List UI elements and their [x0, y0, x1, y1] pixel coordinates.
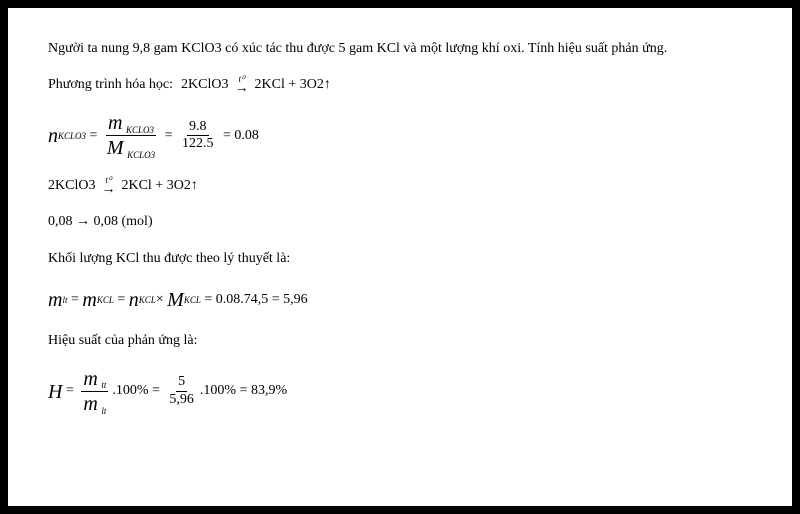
- frac-num: 9.8 122.5: [180, 119, 216, 154]
- equals: =: [161, 125, 176, 147]
- yield-label-text: Hiệu suất của phản ứng là:: [48, 333, 198, 348]
- equals: =: [86, 125, 101, 147]
- problem-text: Người ta nung 9,8 gam KClO3 có xúc tác t…: [48, 41, 667, 56]
- eq1-lhs: 2KClO3: [181, 74, 228, 96]
- eq1-rhs2: 3O2↑: [300, 74, 331, 96]
- Mkcl-var: M: [167, 284, 184, 316]
- pct: .100%: [112, 380, 148, 402]
- nkcl-sub: KCL: [139, 293, 156, 307]
- frac-mM: m KCLO3 M KCLO3: [105, 111, 157, 161]
- nkcl-var: n: [129, 284, 139, 316]
- times: ×: [156, 289, 167, 311]
- equals: =: [236, 380, 251, 402]
- frac-num2: 5 5,96: [167, 374, 196, 409]
- M-var: M: [107, 137, 124, 159]
- mol-mapping: 0,08 → 0,08 (mol): [48, 211, 752, 233]
- mass-calc-expr: 0.08.74,5: [216, 289, 269, 311]
- mkcl-var: m: [82, 284, 96, 316]
- pct2: .100%: [200, 380, 236, 402]
- mkcl-sub: KCL: [97, 293, 114, 307]
- arrow-over-1: t⁰ →: [235, 75, 249, 96]
- H-var: H: [48, 376, 62, 408]
- eq1-rhs1: 2KCl: [255, 74, 285, 96]
- yield-num: 5: [176, 374, 187, 392]
- yield-label: Hiệu suất của phản ứng là:: [48, 330, 752, 352]
- plus: +: [285, 74, 300, 96]
- equation-label: Phương trình hóa học:: [48, 74, 173, 96]
- eq2-rhs1: 2KCl: [121, 175, 151, 197]
- equals: =: [268, 289, 283, 311]
- mh-sub: lt: [62, 293, 67, 307]
- document-page: Người ta nung 9,8 gam KClO3 có xúc tác t…: [0, 0, 800, 514]
- m-sub: KCLO3: [126, 125, 154, 135]
- mass-value: 9.8: [187, 119, 209, 137]
- arrow-over-2: t⁰ →: [101, 176, 115, 197]
- equation-line-1: Phương trình hóa học: 2KClO3 t⁰ → 2KCl +…: [48, 74, 752, 96]
- yield-calc: H = m tt m lt .100% = 5 5,96 .100% = 83,…: [48, 367, 752, 417]
- frac-mttmh: m tt m lt: [81, 367, 108, 417]
- mass-result: 5,96: [283, 289, 308, 311]
- problem-statement: Người ta nung 9,8 gam KClO3 có xúc tác t…: [48, 38, 752, 60]
- n-sub: KCLO3: [58, 129, 86, 143]
- moles-calc: n KCLO3 = m KCLO3 M KCLO3 = 9.8 122.5 = …: [48, 111, 752, 161]
- eq2-lhs: 2KClO3: [48, 175, 95, 197]
- mass-theory-label: Khối lượng KCl thu được theo lý thuyết l…: [48, 248, 752, 270]
- equals: =: [114, 289, 129, 311]
- mh-var: m: [48, 284, 62, 316]
- mh-sub: lt: [101, 406, 106, 416]
- equation-line-2: 2KClO3 t⁰ → 2KCl + 3O2↑: [48, 175, 752, 197]
- M-sub: KCLO3: [127, 150, 155, 160]
- mh-var: m: [83, 393, 97, 415]
- equals: =: [67, 289, 82, 311]
- mtt-var: m: [83, 368, 97, 390]
- moles-result: 0.08: [234, 125, 259, 147]
- yield-den: 5,96: [167, 392, 196, 409]
- arrow-icon: →: [101, 183, 115, 197]
- mol-map-text: 0,08 → 0,08 (mol): [48, 214, 153, 229]
- equals: =: [62, 380, 77, 402]
- mass-calc: m lt = m KCL = n KCL × M KCL = 0.08.74,5…: [48, 284, 752, 316]
- n-var: n: [48, 120, 58, 152]
- mass-label-text: Khối lượng KCl thu được theo lý thuyết l…: [48, 251, 290, 266]
- arrow-icon: →: [235, 82, 249, 96]
- mtt-sub: tt: [101, 380, 106, 390]
- molar-value: 122.5: [180, 136, 216, 153]
- m-var: m: [108, 112, 122, 134]
- equals: =: [201, 289, 216, 311]
- eq2-rhs2: 3O2↑: [167, 175, 198, 197]
- equals: =: [149, 380, 164, 402]
- equals: =: [220, 125, 235, 147]
- yield-result: 83,9%: [251, 380, 287, 402]
- Mkcl-sub: KCL: [184, 293, 201, 307]
- plus: +: [152, 175, 167, 197]
